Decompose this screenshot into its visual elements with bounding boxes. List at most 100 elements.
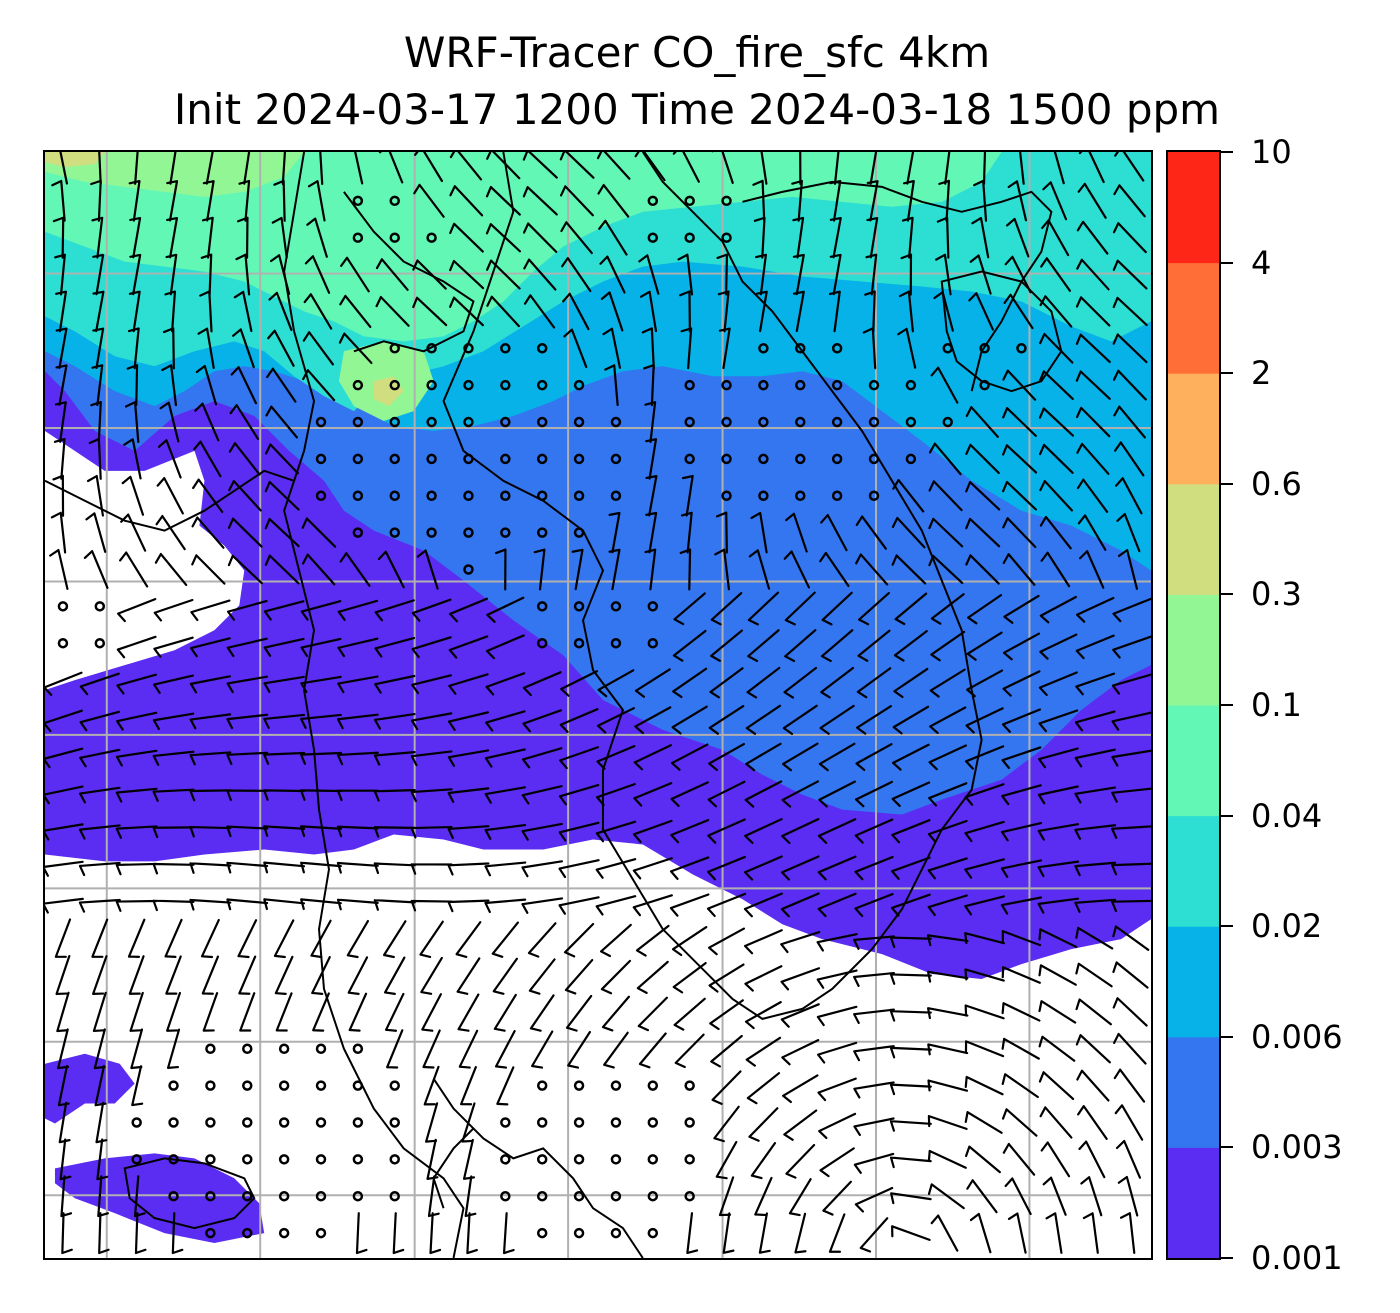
calm-wind-marker — [315, 453, 327, 465]
wind-barb — [1111, 749, 1151, 767]
colorbar-tick-mark — [1221, 1035, 1233, 1038]
wind-barb — [347, 956, 369, 995]
wind-barb — [1074, 898, 1117, 913]
wind-barb — [171, 1212, 184, 1255]
wind-barb — [413, 183, 445, 218]
colorbar-band-1 — [1168, 1147, 1219, 1258]
wind-barb — [55, 290, 68, 333]
wind-barb — [1004, 1177, 1032, 1216]
calm-wind-marker — [795, 379, 806, 391]
calm-wind-marker — [278, 1117, 290, 1128]
wind-barb — [792, 216, 805, 259]
wind-barb — [85, 512, 107, 553]
wind-barb — [889, 1120, 932, 1132]
colorbar-band-3 — [1168, 926, 1219, 1038]
calm-wind-marker — [500, 343, 511, 354]
colorbar-tick-mark — [1221, 814, 1233, 817]
calm-wind-marker — [242, 1080, 253, 1091]
calm-wind-marker — [426, 416, 437, 428]
wind-barb — [1038, 671, 1078, 697]
wind-barb — [780, 967, 821, 991]
calm-wind-marker — [647, 637, 659, 649]
wind-barb — [1117, 1175, 1139, 1217]
wind-barb — [1076, 478, 1109, 513]
wind-barb — [788, 1178, 812, 1217]
wind-barb — [1075, 672, 1116, 696]
wind-barb — [336, 751, 379, 766]
wind-barb — [608, 511, 621, 554]
calm-wind-marker — [315, 1190, 327, 1202]
wind-barb — [1006, 217, 1030, 258]
wind-barb — [153, 598, 194, 622]
wind-barb — [533, 548, 546, 591]
wind-barb — [152, 862, 195, 875]
wind-barb — [115, 825, 158, 839]
wind-barb — [1113, 1032, 1147, 1065]
wind-barb — [130, 1028, 144, 1070]
calm-wind-marker — [610, 637, 622, 649]
wind-barb — [1038, 407, 1074, 437]
wind-barb — [892, 705, 930, 735]
wind-barb — [1076, 1069, 1110, 1102]
calm-wind-marker — [721, 232, 732, 243]
calm-wind-marker — [57, 601, 69, 612]
wind-barb — [1001, 1002, 1041, 1022]
wind-barb — [239, 992, 256, 1032]
wind-barb — [927, 819, 968, 843]
calm-wind-marker — [536, 637, 548, 649]
wind-barb — [933, 291, 954, 332]
wind-barb — [449, 185, 484, 217]
calm-wind-marker — [352, 195, 364, 207]
wind-barb — [522, 186, 558, 216]
wind-barb — [965, 707, 1004, 734]
calm-wind-marker — [536, 490, 548, 501]
wind-barb — [853, 971, 895, 987]
wind-barb — [1077, 1105, 1108, 1140]
wind-barb — [782, 1074, 819, 1104]
wind-barb — [1112, 925, 1150, 951]
wind-barb — [528, 958, 556, 995]
calm-wind-marker — [242, 1227, 253, 1239]
wind-barb — [784, 629, 817, 663]
wind-barb — [1038, 1000, 1077, 1024]
wind-barb — [496, 1066, 515, 1106]
calm-wind-marker — [610, 453, 622, 465]
calm-wind-marker — [426, 490, 437, 501]
wind-barb — [599, 923, 632, 958]
wind-barb — [116, 673, 157, 695]
wind-barb — [927, 970, 969, 983]
wind-barb — [1112, 961, 1149, 989]
wind-barb — [1002, 444, 1038, 474]
wind-barb — [781, 1038, 820, 1066]
wind-barb — [98, 1212, 110, 1255]
wind-barb — [1001, 1073, 1039, 1099]
wind-barb — [1112, 259, 1148, 290]
wind-barb — [486, 259, 521, 290]
wind-barb — [561, 257, 592, 293]
wind-barb — [1111, 899, 1151, 913]
wind-barb — [969, 1212, 992, 1254]
map-title-line-1: WRF-Tracer CO_fire_sfc 4km — [403, 28, 991, 77]
calm-wind-marker — [979, 379, 990, 391]
wind-barb — [927, 1149, 967, 1169]
wind-barb — [301, 553, 336, 586]
wind-barb — [523, 294, 556, 329]
wind-barb — [926, 934, 969, 947]
wind-barb — [853, 1152, 895, 1174]
calm-wind-marker — [647, 601, 659, 612]
wind-barb — [449, 296, 485, 327]
wind-barb — [92, 290, 105, 333]
wind-barb — [743, 892, 783, 918]
wind-barb — [307, 180, 326, 222]
wind-barb — [928, 782, 968, 807]
wind-barb — [484, 861, 527, 877]
wind-barb — [597, 669, 635, 698]
wind-barb — [829, 253, 842, 296]
wind-barb — [263, 675, 305, 693]
wind-barb — [792, 253, 805, 296]
wind-barb — [92, 955, 108, 995]
calm-wind-marker — [647, 232, 659, 243]
wind-barb — [1111, 711, 1151, 731]
wind-barb — [864, 290, 876, 333]
calm-wind-marker — [352, 379, 364, 391]
